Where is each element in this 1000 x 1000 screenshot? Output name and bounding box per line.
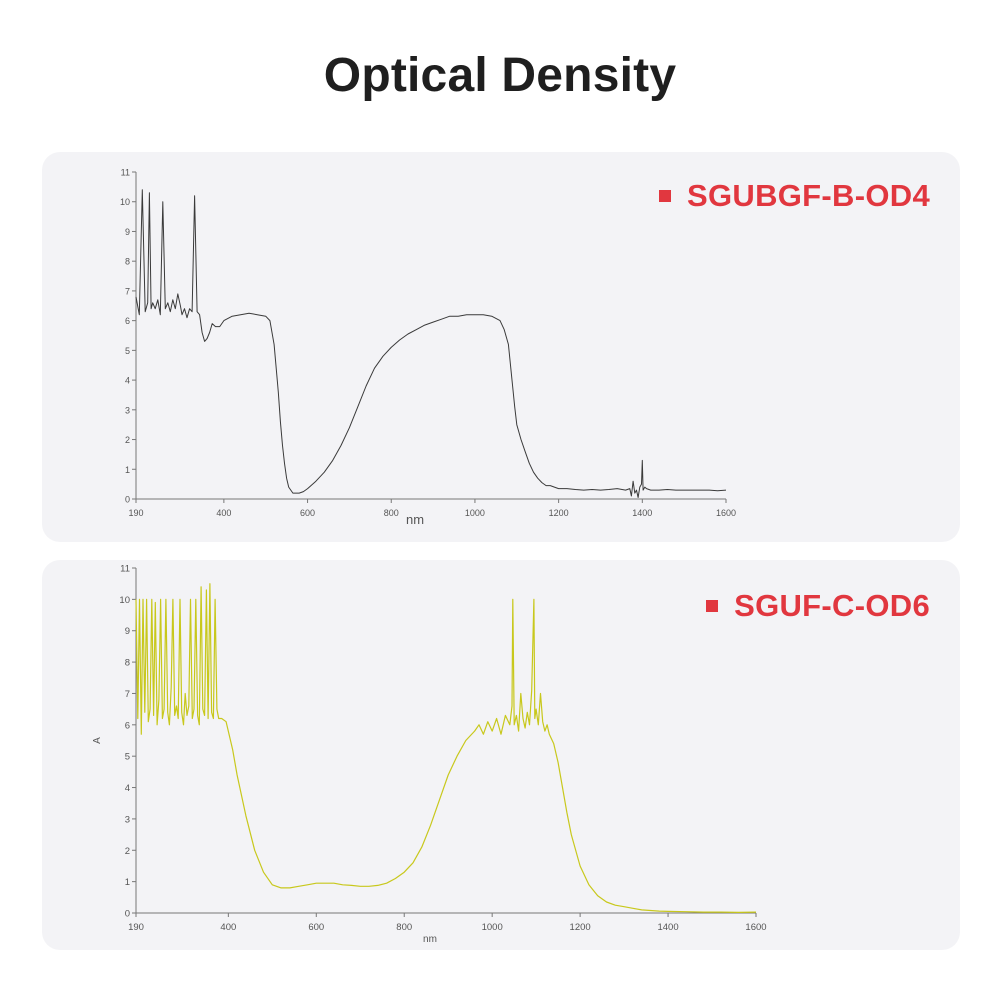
y-tick-label: 10 [120,197,130,207]
x-tick-label: 800 [396,922,412,933]
y-tick-label: 9 [125,626,130,637]
series-line [135,583,757,913]
y-tick-label: 9 [125,227,130,237]
y-tick-label: 3 [125,405,130,415]
x-tick-label: 190 [128,508,143,518]
y-tick-label: 1 [125,465,130,475]
x-tick-label: 1600 [716,508,736,518]
x-tick-label: 400 [220,922,236,933]
y-tick-label: 10 [119,595,130,606]
y-tick-label: 7 [125,286,130,296]
x-tick-label: 1400 [657,922,678,933]
y-tick-label: 4 [125,376,130,386]
chart-1: 0 1 2 3 4 5 6 7 8 9 10 11 190 400 600 800 1000 1200 1400 16… [120,168,736,528]
y-tick-label: 8 [125,658,130,669]
y-tick-label: 3 [125,814,130,825]
legend-label: SGUF-C-OD6 [734,588,930,623]
x-tick-label: 600 [300,508,315,518]
y-tick-label: 6 [125,720,130,731]
y-tick-label: 7 [125,689,130,700]
y-tick-label: 0 [125,495,130,505]
x-tick-label: 1000 [465,508,485,518]
x-tick-label: 1400 [632,508,652,518]
y-tick-label: 6 [125,316,130,326]
chart-panel-1: SGUBGF-B-OD4 0 1 2 3 4 5 6 7 8 9 10 11 190 400 600 800 1… [42,152,960,542]
y-tick-label: 2 [125,435,130,445]
x-tick-label: 400 [216,508,231,518]
y-tick-label: 1 [125,877,130,888]
x-tick-label: 800 [384,508,399,518]
series-line [135,189,727,498]
chart-panel-2: SGUF-C-OD6 0 1 2 3 4 5 6 7 8 9 10 11 190 400 600 800 100… [42,560,960,950]
y-tick-label: 5 [125,346,130,356]
x-tick-label: 1600 [745,922,766,933]
y-tick-label: 4 [125,783,130,794]
y-tick-label: 2 [125,846,130,857]
legend-label: SGUBGF-B-OD4 [687,178,930,213]
page-title: Optical Density [323,49,677,102]
x-tick-label: 1000 [482,922,503,933]
y-axis-label: A [92,737,103,744]
y-tick-label: 8 [125,257,130,267]
legend-swatch [659,190,671,202]
y-tick-label: 0 [125,909,130,920]
chart-2: 0 1 2 3 4 5 6 7 8 9 10 11 190 400 600 800 1000 1200 1400 16… [92,564,767,946]
x-axis-label: nm [406,512,424,527]
legend-swatch [706,600,719,612]
x-axis-label: nm [423,934,437,945]
y-tick-label: 11 [121,168,130,178]
x-tick-label: 600 [308,922,324,933]
y-tick-label: 5 [125,752,130,763]
x-tick-label: 190 [128,922,144,933]
x-tick-label: 1200 [549,508,569,518]
legend: SGUF-C-OD6 [706,588,930,624]
legend: SGUBGF-B-OD4 [659,178,930,214]
y-tick-label: 11 [120,564,130,575]
x-tick-label: 1200 [570,922,591,933]
